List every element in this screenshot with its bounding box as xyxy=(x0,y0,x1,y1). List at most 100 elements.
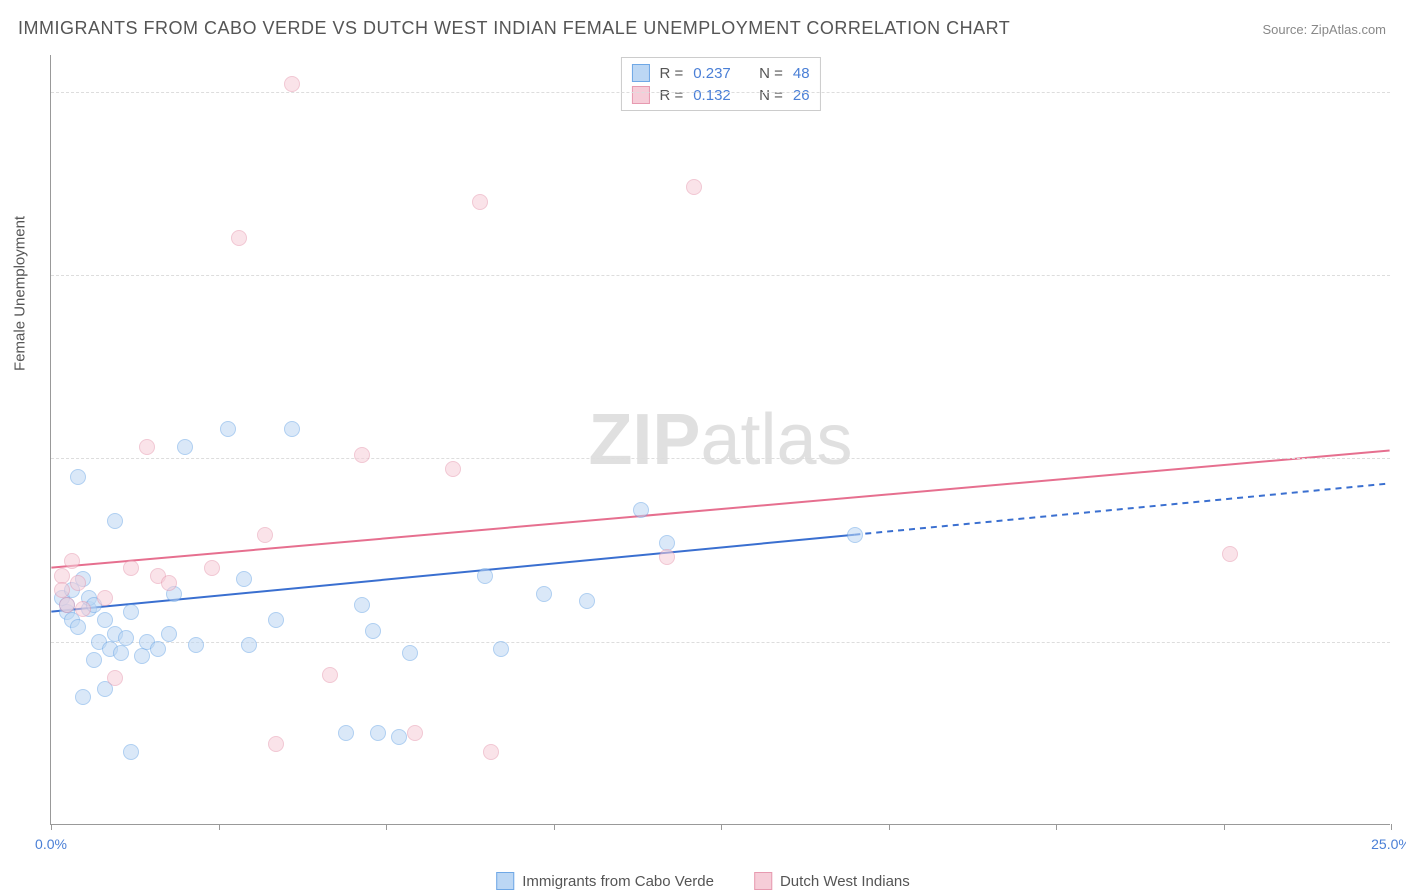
x-tick xyxy=(1056,824,1057,830)
series-legend-label: Dutch West Indians xyxy=(780,873,910,890)
correlation-legend-row: R = 0.132 N = 26 xyxy=(631,84,809,106)
scatter-point xyxy=(847,527,863,543)
scatter-point xyxy=(284,421,300,437)
scatter-point xyxy=(354,447,370,463)
r-label: R = xyxy=(659,87,683,104)
scatter-point xyxy=(493,641,509,657)
scatter-point xyxy=(338,725,354,741)
scatter-point xyxy=(579,593,595,609)
scatter-point xyxy=(123,604,139,620)
scatter-point xyxy=(268,736,284,752)
n-label: N = xyxy=(759,65,783,82)
scatter-point xyxy=(268,612,284,628)
scatter-point xyxy=(472,194,488,210)
scatter-point xyxy=(107,513,123,529)
scatter-point xyxy=(257,527,273,543)
scatter-point xyxy=(445,461,461,477)
legend-swatch xyxy=(631,64,649,82)
scatter-point xyxy=(236,571,252,587)
r-value: 0.237 xyxy=(693,65,731,82)
scatter-point xyxy=(407,725,423,741)
watermark: ZIPatlas xyxy=(588,399,852,481)
scatter-point xyxy=(75,601,91,617)
x-tick xyxy=(386,824,387,830)
scatter-point xyxy=(659,535,675,551)
grid-line xyxy=(51,92,1390,93)
scatter-point xyxy=(70,619,86,635)
scatter-point xyxy=(150,641,166,657)
correlation-legend-row: R = 0.237 N = 48 xyxy=(631,62,809,84)
x-tick-label: 25.0% xyxy=(1371,836,1406,852)
x-tick xyxy=(554,824,555,830)
scatter-point xyxy=(204,560,220,576)
scatter-point xyxy=(284,76,300,92)
scatter-point xyxy=(322,667,338,683)
trend-lines xyxy=(51,55,1390,824)
scatter-point xyxy=(354,597,370,613)
scatter-point xyxy=(370,725,386,741)
trend-line xyxy=(51,450,1389,567)
scatter-point xyxy=(686,179,702,195)
legend-swatch xyxy=(754,872,772,890)
scatter-point xyxy=(70,469,86,485)
y-axis-title: Female Unemployment xyxy=(12,216,29,371)
scatter-point xyxy=(86,652,102,668)
scatter-point xyxy=(231,230,247,246)
scatter-point xyxy=(177,439,193,455)
x-tick-label: 0.0% xyxy=(35,836,67,852)
chart-title: IMMIGRANTS FROM CABO VERDE VS DUTCH WEST… xyxy=(18,18,1010,39)
scatter-point xyxy=(97,612,113,628)
scatter-point xyxy=(107,670,123,686)
chart-container: IMMIGRANTS FROM CABO VERDE VS DUTCH WEST… xyxy=(0,0,1406,892)
x-tick xyxy=(1224,824,1225,830)
n-value: 48 xyxy=(793,65,810,82)
trend-line-extrapolated xyxy=(854,483,1389,534)
scatter-point xyxy=(1222,546,1238,562)
scatter-point xyxy=(536,586,552,602)
scatter-point xyxy=(75,689,91,705)
scatter-point xyxy=(59,597,75,613)
scatter-point xyxy=(220,421,236,437)
r-value: 0.132 xyxy=(693,87,731,104)
n-value: 26 xyxy=(793,87,810,104)
plot-area: ZIPatlas R =0.237 N =48R =0.132 N =26 5.… xyxy=(50,55,1390,825)
scatter-point xyxy=(161,575,177,591)
scatter-point xyxy=(659,549,675,565)
series-legend: Immigrants from Cabo Verde Dutch West Ind… xyxy=(496,872,910,890)
correlation-legend: R = 0.237 N = 48 R = 0.132 N = 26 xyxy=(620,57,820,111)
source-label: Source: ZipAtlas.com xyxy=(1262,22,1386,37)
scatter-point xyxy=(123,744,139,760)
legend-swatch xyxy=(631,86,649,104)
scatter-point xyxy=(54,568,70,584)
scatter-point xyxy=(70,575,86,591)
scatter-point xyxy=(633,502,649,518)
scatter-point xyxy=(391,729,407,745)
scatter-point xyxy=(161,626,177,642)
scatter-point xyxy=(134,648,150,664)
scatter-point xyxy=(477,568,493,584)
grid-line xyxy=(51,275,1390,276)
legend-swatch xyxy=(496,872,514,890)
scatter-point xyxy=(365,623,381,639)
scatter-point xyxy=(97,590,113,606)
scatter-point xyxy=(113,645,129,661)
scatter-point xyxy=(483,744,499,760)
grid-line xyxy=(51,458,1390,459)
series-legend-label: Immigrants from Cabo Verde xyxy=(522,873,714,890)
x-tick xyxy=(219,824,220,830)
scatter-point xyxy=(64,553,80,569)
scatter-point xyxy=(54,582,70,598)
x-tick xyxy=(889,824,890,830)
scatter-point xyxy=(188,637,204,653)
scatter-point xyxy=(139,439,155,455)
n-label: N = xyxy=(759,87,783,104)
r-label: R = xyxy=(659,65,683,82)
x-tick xyxy=(51,824,52,830)
series-legend-item: Dutch West Indians xyxy=(754,872,910,890)
scatter-point xyxy=(241,637,257,653)
x-tick xyxy=(721,824,722,830)
x-tick xyxy=(1391,824,1392,830)
series-legend-item: Immigrants from Cabo Verde xyxy=(496,872,714,890)
scatter-point xyxy=(402,645,418,661)
scatter-point xyxy=(118,630,134,646)
